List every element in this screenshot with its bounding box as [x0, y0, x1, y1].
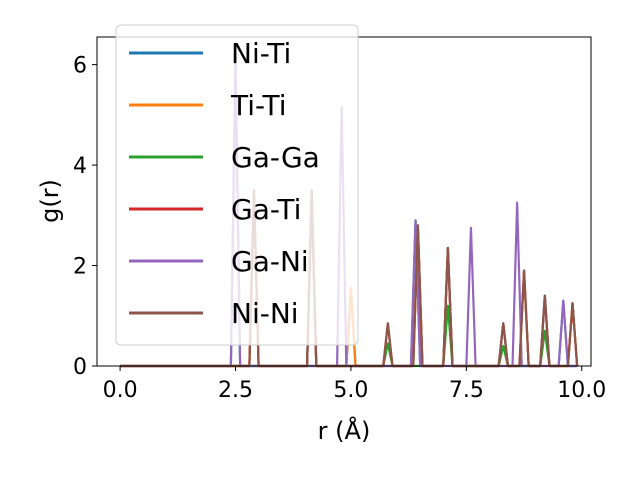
y-tick-label: 6: [73, 54, 87, 79]
y-tick-label: 0: [73, 355, 87, 380]
x-axis: 0.0 2.5 5.0 7.5 10.0: [103, 366, 606, 403]
x-tick-label: 10.0: [557, 378, 606, 403]
x-tick-label: 2.5: [218, 378, 253, 403]
y-axis: 0 2 4 6: [73, 54, 97, 380]
legend-label: Ni-Ti: [231, 37, 291, 70]
legend-label: Ni-Ni: [231, 297, 299, 330]
legend-label: Ti-Ti: [230, 89, 287, 122]
y-tick-label: 4: [73, 154, 87, 179]
legend-label: Ga-Ga: [231, 141, 320, 174]
x-tick-label: 0.0: [103, 378, 138, 403]
x-tick-label: 5.0: [333, 378, 368, 403]
x-axis-title: r (Å): [318, 416, 371, 445]
legend-label: Ga-Ni: [231, 245, 309, 278]
y-tick-label: 2: [73, 255, 87, 280]
legend: Ni-Ti Ti-Ti Ga-Ga Ga-Ti Ga-Ni Ni-Ni: [115, 24, 359, 346]
y-axis-title: g(r): [36, 179, 64, 223]
legend-label: Ga-Ti: [231, 193, 301, 226]
x-tick-label: 7.5: [449, 378, 484, 403]
